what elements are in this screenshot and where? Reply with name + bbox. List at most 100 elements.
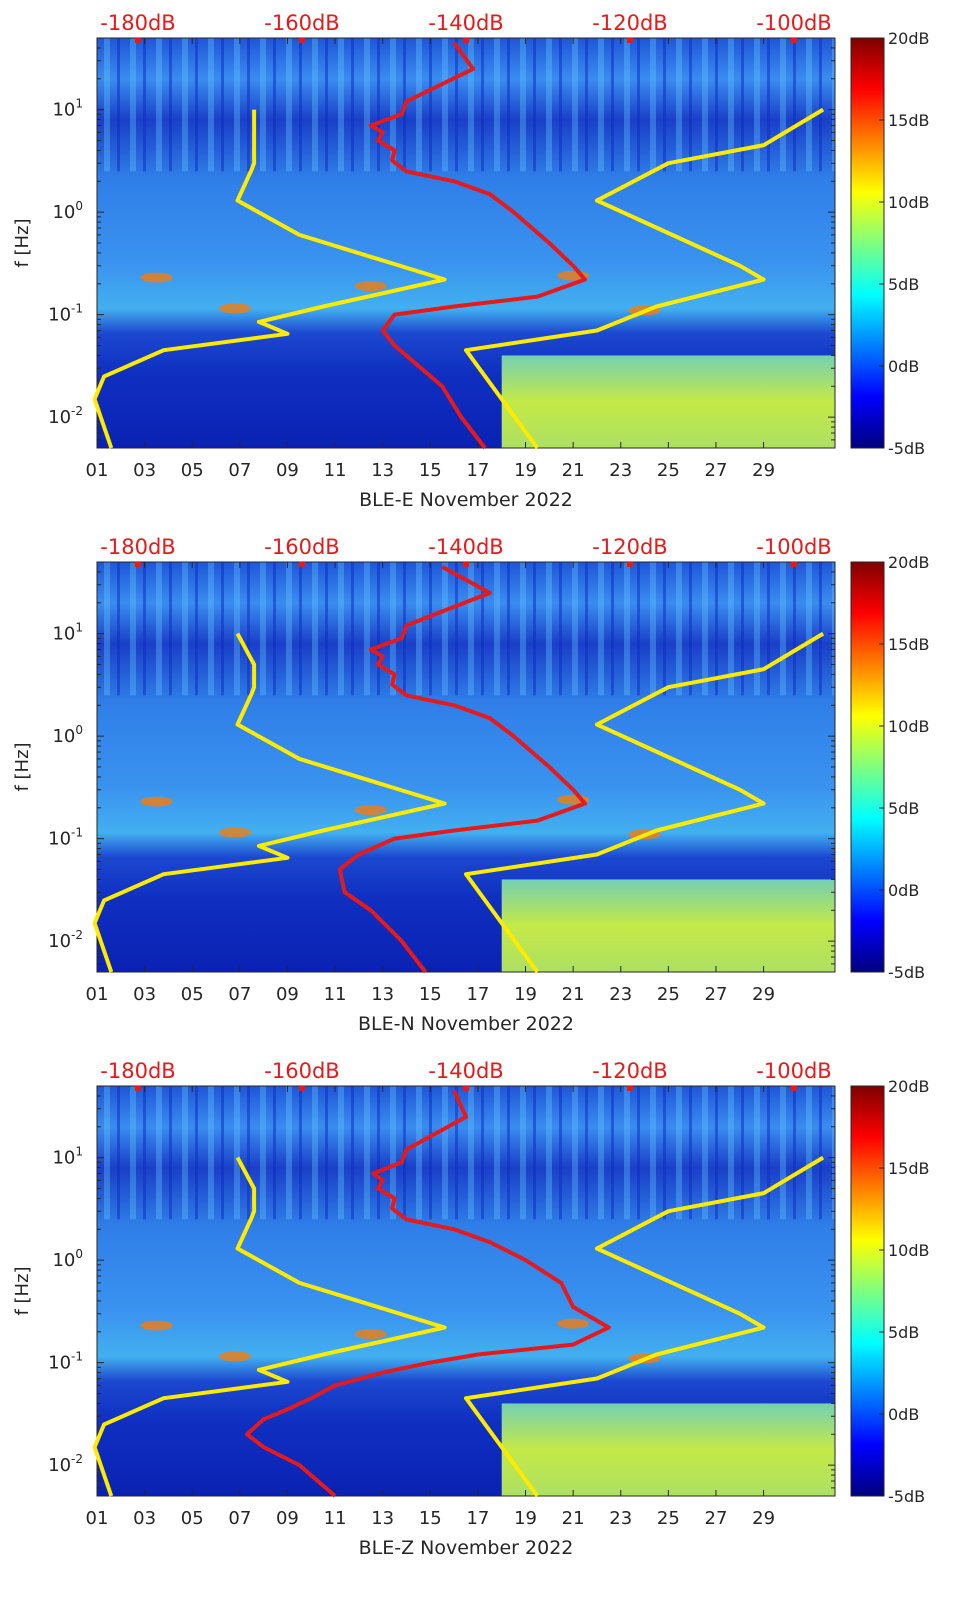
energy-hotspot-1: [219, 303, 252, 314]
top-axis-label: -140dB: [428, 1059, 503, 1083]
colorbar-tick-label: 15dB: [888, 1159, 930, 1178]
top-axis-label: -160dB: [264, 11, 339, 35]
spectrogram-low-freq-band: [501, 355, 835, 448]
overlay-curve-2: [464, 107, 825, 450]
y-tick-label: 100: [52, 723, 83, 747]
energy-hotspot-1: [219, 1351, 252, 1362]
x-tick-label: 11: [324, 460, 347, 481]
top-axis-tick: [627, 1086, 633, 1091]
x-tick-label: 11: [324, 984, 347, 1005]
x-tick-label: 03: [133, 984, 156, 1005]
energy-hotspot-5: [557, 1318, 590, 1329]
x-tick-label: 29: [752, 984, 775, 1005]
top-axis-tick: [463, 562, 469, 567]
x-tick-label: 03: [133, 1508, 156, 1529]
overlay-curve-2: [464, 631, 825, 974]
x-tick-label: 19: [514, 984, 537, 1005]
colorbar: [850, 561, 885, 973]
top-axis-tick: [463, 1086, 469, 1091]
y-tick-label: 10-1: [48, 302, 83, 326]
x-tick-label: 01: [86, 1508, 109, 1529]
y-axis-label: f [Hz]: [12, 1266, 33, 1315]
x-axis-label: BLE-E November 2022: [359, 489, 573, 511]
x-tick-label: 05: [181, 460, 204, 481]
x-tick-label: 21: [562, 984, 585, 1005]
overlay-curve-1: [92, 632, 447, 973]
y-tick-label: 101: [52, 621, 83, 645]
x-tick-label: 07: [228, 460, 251, 481]
x-tick-label: 13: [371, 984, 394, 1005]
x-tick-label: 19: [514, 460, 537, 481]
top-axis-label: -120dB: [592, 1059, 667, 1083]
x-tick-label: 17: [466, 460, 489, 481]
top-axis-label: -160dB: [264, 1059, 339, 1083]
top-axis-label: -120dB: [592, 535, 667, 559]
energy-hotspot-4: [140, 1320, 173, 1331]
x-tick-label: 15: [419, 984, 442, 1005]
top-axis-label: -120dB: [592, 11, 667, 35]
top-axis-label: -180dB: [100, 11, 175, 35]
colorbar-tick-label: 20dB: [888, 1077, 930, 1096]
top-axis-label: -180dB: [100, 535, 175, 559]
x-tick-label: 03: [133, 460, 156, 481]
x-tick-label: 29: [752, 1508, 775, 1529]
colorbar-tick-label: -5dB: [888, 439, 925, 458]
top-axis-tick: [791, 562, 797, 567]
energy-hotspot-4: [140, 796, 173, 807]
x-tick-label: 13: [371, 460, 394, 481]
top-axis-tick: [791, 38, 797, 43]
energy-hotspot-4: [140, 272, 173, 283]
x-tick-label: 05: [181, 984, 204, 1005]
top-axis-tick: [299, 38, 305, 43]
top-axis-tick: [135, 1086, 141, 1091]
energy-hotspot-3: [354, 281, 387, 292]
colorbar-tick-label: 0dB: [888, 881, 919, 900]
colorbar-tick-label: 5dB: [888, 1323, 919, 1342]
x-tick-label: 15: [419, 1508, 442, 1529]
y-tick-label: 10-2: [48, 928, 83, 952]
x-tick-label: 07: [228, 1508, 251, 1529]
colorbar-tick-label: 0dB: [888, 1405, 919, 1424]
colorbar: [850, 37, 885, 449]
x-tick-label: 17: [466, 1508, 489, 1529]
x-tick-label: 09: [276, 984, 299, 1005]
top-axis-label: -100dB: [756, 535, 831, 559]
top-axis-tick: [627, 38, 633, 43]
colorbar-tick-label: 0dB: [888, 357, 919, 376]
spectrogram-low-freq-band: [501, 879, 835, 972]
top-axis-label: -140dB: [428, 535, 503, 559]
overlay-curve-3: [368, 41, 587, 450]
x-axis-label: BLE-N November 2022: [358, 1013, 574, 1035]
spectrogram-panel-3: 01 03 05 07 09 11 13 15 17 19 21 23 25 27 29 10-2 10-1 10…: [12, 1059, 930, 1559]
colorbar-tick-label: 15dB: [888, 111, 930, 130]
y-tick-label: 10-2: [48, 404, 83, 428]
x-tick-label: 23: [609, 984, 632, 1005]
x-tick-label: 27: [705, 1508, 728, 1529]
x-tick-label: 17: [466, 984, 489, 1005]
x-tick-label: 09: [276, 460, 299, 481]
x-tick-label: 15: [419, 460, 442, 481]
overlay-curve-3: [337, 564, 587, 974]
colorbar: [850, 1085, 885, 1497]
colorbar-tick-label: 10dB: [888, 1241, 930, 1260]
x-tick-label: 25: [657, 984, 680, 1005]
y-tick-label: 100: [52, 1247, 83, 1271]
x-tick-label: 19: [514, 1508, 537, 1529]
x-tick-label: 23: [609, 460, 632, 481]
colorbar-tick-label: 5dB: [888, 799, 919, 818]
energy-hotspot-3: [354, 1329, 387, 1340]
spectrogram-panel-1: 01 03 05 07 09 11 13 15 17 19 21 23 25 27 29 10-2 10-1 10…: [12, 11, 930, 511]
y-tick-label: 101: [52, 1145, 83, 1169]
x-tick-label: 01: [86, 460, 109, 481]
y-tick-label: 10-1: [48, 1350, 83, 1374]
x-axis-label: BLE-Z November 2022: [359, 1537, 574, 1559]
x-tick-label: 27: [705, 460, 728, 481]
panels-container: 01 03 05 07 09 11 13 15 17 19 21 23 25 27 29 10-2 10-1 10…: [12, 11, 930, 1559]
energy-hotspot-3: [354, 805, 387, 816]
y-axis-label: f [Hz]: [12, 218, 33, 267]
y-tick-label: 10-1: [48, 826, 83, 850]
colorbar-tick-label: 20dB: [888, 553, 930, 572]
x-tick-label: 05: [181, 1508, 204, 1529]
y-axis-label: f [Hz]: [12, 742, 33, 791]
x-tick-label: 11: [324, 1508, 347, 1529]
